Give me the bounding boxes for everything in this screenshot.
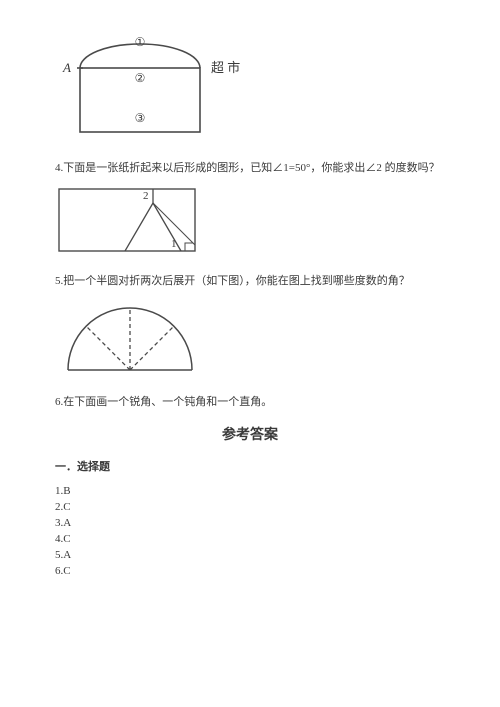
fig3-label-left: A bbox=[62, 60, 71, 75]
fig3-label-bot: ③ bbox=[135, 111, 146, 125]
answers-title: 参考答案 bbox=[55, 423, 445, 450]
answer-row: 6.C bbox=[55, 564, 445, 580]
page: ① ② ③ A 超 市 4.下面是一张纸折起来以后形成的图形，已知∠1=50°，… bbox=[0, 0, 500, 598]
answers-section: 一．选择题 bbox=[55, 457, 445, 478]
answer-n: 6 bbox=[55, 565, 61, 577]
fig4-fold-a bbox=[125, 203, 153, 251]
answers-list: 1.B 2.C 3.A 4.C 5.A 6.C bbox=[55, 484, 445, 580]
answer-row: 2.C bbox=[55, 500, 445, 516]
answer-v: B bbox=[63, 485, 70, 497]
answer-row: 1.B bbox=[55, 484, 445, 500]
question-6: 6.在下面画一个锐角、一个钝角和一个直角。 bbox=[55, 392, 445, 413]
q5-text: 5.把一个半圆对折两次后展开（如下图），你能在图上找到哪些度数的角？ bbox=[55, 275, 410, 287]
fig3-label-right: 超 市 bbox=[211, 60, 240, 75]
fig4-label-2: 2 bbox=[143, 190, 149, 202]
answer-n: 5 bbox=[55, 549, 61, 561]
q4-text: 4.下面是一张纸折起来以后形成的图形，已知∠1=50°，你能求出∠2 的度数吗？ bbox=[55, 162, 440, 174]
answer-v: C bbox=[63, 501, 70, 513]
fig3-svg: ① ② ③ A 超 市 bbox=[55, 24, 255, 146]
q6-text: 6.在下面画一个锐角、一个钝角和一个直角。 bbox=[55, 396, 272, 408]
answer-v: A bbox=[63, 517, 71, 529]
figure-q3: ① ② ③ A 超 市 bbox=[55, 24, 445, 146]
answer-row: 4.C bbox=[55, 532, 445, 548]
answer-n: 2 bbox=[55, 501, 61, 513]
fig4-angle-mark bbox=[185, 243, 193, 251]
fig4-label-1: 1 bbox=[171, 238, 177, 250]
answer-n: 3 bbox=[55, 517, 61, 529]
figure-q5 bbox=[55, 298, 445, 380]
answer-row: 5.A bbox=[55, 548, 445, 564]
fig5-ray-1 bbox=[86, 326, 130, 370]
answer-v: C bbox=[63, 533, 70, 545]
answer-v: C bbox=[63, 565, 70, 577]
answer-row: 3.A bbox=[55, 516, 445, 532]
figure-q4: 2 1 bbox=[55, 185, 445, 259]
answer-n: 1 bbox=[55, 485, 61, 497]
fig4-svg: 2 1 bbox=[55, 185, 205, 259]
answer-v: A bbox=[63, 549, 71, 561]
answer-n: 4 bbox=[55, 533, 61, 545]
fig5-ray-3 bbox=[130, 326, 174, 370]
question-4: 4.下面是一张纸折起来以后形成的图形，已知∠1=50°，你能求出∠2 的度数吗？ bbox=[55, 158, 445, 179]
question-5: 5.把一个半圆对折两次后展开（如下图），你能在图上找到哪些度数的角？ bbox=[55, 271, 445, 292]
fig3-label-top: ① bbox=[135, 35, 146, 49]
fig5-svg bbox=[55, 298, 205, 380]
fig3-label-mid: ② bbox=[135, 71, 146, 85]
